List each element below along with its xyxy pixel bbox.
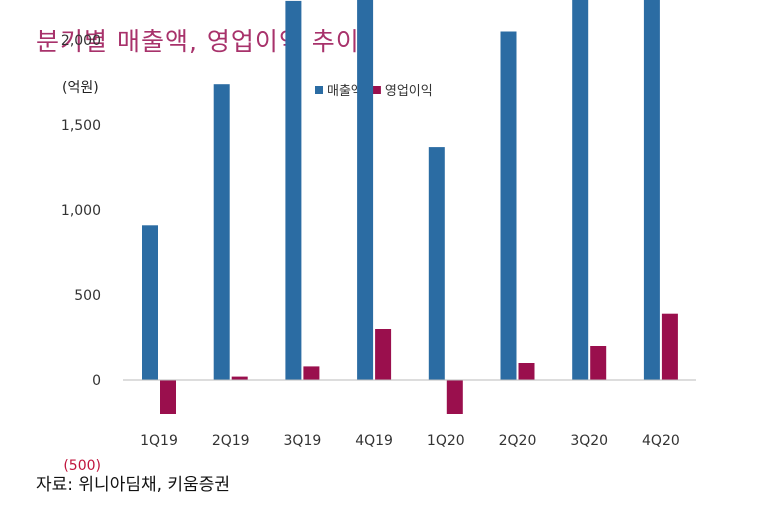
bar-revenue [285,0,302,381]
bar-revenue [357,0,374,381]
legend-label: 매출액 [327,84,363,99]
bar-revenue [213,84,230,380]
bar-revenue [428,147,445,380]
source-note: 자료: 위니아딤채, 키움증권 [36,475,230,495]
bar-revenue [142,225,158,380]
bar-operating-profit [590,346,607,380]
unit-label: (억원) [62,80,99,96]
bar-revenue [572,0,589,381]
legend-swatch [315,86,323,94]
y-tick-label: 500 [74,288,101,304]
x-tick-label: 3Q19 [284,433,322,449]
y-tick-label: 2,000 [61,33,101,49]
x-tick-label: 4Q20 [642,433,680,449]
x-axis-labels: 1Q19 2Q19 3Q19 4Q19 1Q20 2Q20 3Q20 4Q20 [140,433,680,449]
legend-label: 영업이익 [385,84,433,99]
bar-operating-profit [303,366,320,380]
bar-revenue [500,31,517,380]
x-tick-label: 3Q20 [570,433,608,449]
chart-title: 분기별 매출액, 영업이익 추이 [36,27,360,56]
x-tick-label: 4Q19 [355,433,393,449]
bar-operating-profit [231,376,248,380]
x-tick-label: 1Q19 [140,433,178,449]
bar-revenue [643,0,660,380]
bar-operating-profit [446,380,463,414]
x-tick-label: 1Q20 [427,433,465,449]
y-tick-label: 1,000 [61,203,101,219]
y-tick-label: (500) [63,458,101,474]
y-tick-label: 0 [92,373,101,389]
bar-operating-profit [661,313,678,380]
bar-operating-profit [160,380,176,414]
bars [142,0,678,414]
x-tick-label: 2Q20 [499,433,537,449]
bar-operating-profit [518,363,535,380]
y-tick-label: 1,500 [61,118,101,134]
legend: 매출액 영업이익 [315,84,433,99]
x-tick-label: 2Q19 [212,433,250,449]
bar-operating-profit [375,329,392,380]
legend-swatch [372,86,381,94]
